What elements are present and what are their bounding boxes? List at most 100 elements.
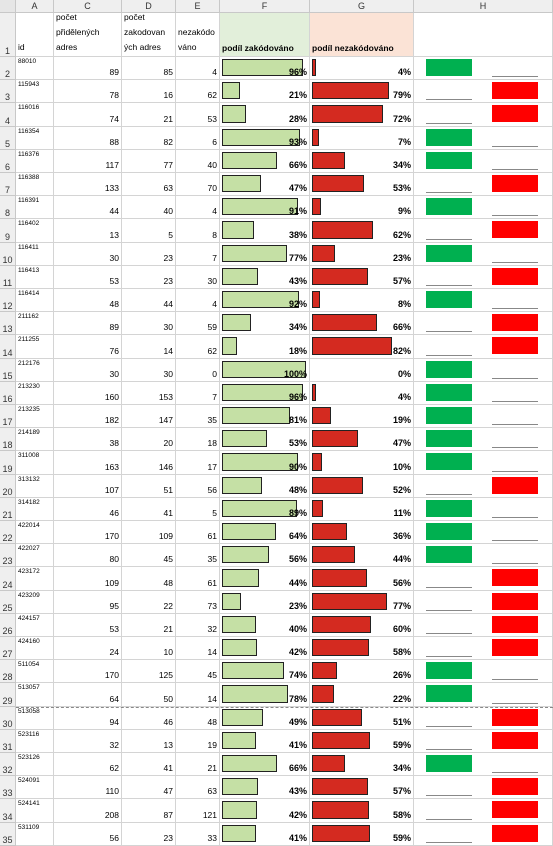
cell-g[interactable]: 52% bbox=[310, 474, 414, 498]
cell-d[interactable]: 51 bbox=[122, 474, 176, 498]
cell-c[interactable]: 88 bbox=[54, 126, 122, 150]
cell-h[interactable] bbox=[414, 544, 553, 568]
cell-c[interactable]: 208 bbox=[54, 799, 122, 823]
cell-e[interactable]: 62 bbox=[176, 80, 220, 104]
cell-h[interactable] bbox=[414, 637, 553, 661]
cell-c[interactable]: 163 bbox=[54, 451, 122, 475]
cell-e[interactable]: 61 bbox=[176, 521, 220, 545]
cell-f[interactable]: 56% bbox=[220, 544, 310, 568]
cell-f[interactable]: 41% bbox=[220, 729, 310, 753]
cell-a[interactable]: 511054 bbox=[16, 660, 54, 684]
cell-c[interactable]: 89 bbox=[54, 312, 122, 336]
cell-h[interactable] bbox=[414, 335, 553, 359]
cell-d[interactable]: 40 bbox=[122, 196, 176, 220]
cell-f[interactable]: 100% bbox=[220, 358, 310, 382]
cell-a[interactable]: 116414 bbox=[16, 289, 54, 313]
cell-e[interactable]: 63 bbox=[176, 776, 220, 800]
column-header-a[interactable]: A bbox=[16, 0, 54, 13]
cell-h[interactable] bbox=[414, 451, 553, 475]
header-cell-d[interactable]: počet zakodovan ých adres bbox=[122, 13, 176, 57]
row-header[interactable]: 28 bbox=[0, 660, 16, 684]
cell-e[interactable]: 14 bbox=[176, 683, 220, 707]
cell-h[interactable] bbox=[414, 776, 553, 800]
cell-c[interactable]: 107 bbox=[54, 474, 122, 498]
cell-f[interactable]: 43% bbox=[220, 776, 310, 800]
row-header[interactable]: 35 bbox=[0, 822, 16, 846]
cell-c[interactable]: 95 bbox=[54, 590, 122, 614]
column-header-f[interactable]: F bbox=[220, 0, 310, 13]
cell-e[interactable]: 33 bbox=[176, 822, 220, 846]
cell-a[interactable]: 116388 bbox=[16, 173, 54, 197]
row-header[interactable]: 30 bbox=[0, 706, 16, 730]
cell-g[interactable]: 47% bbox=[310, 428, 414, 452]
cell-d[interactable]: 47 bbox=[122, 776, 176, 800]
cell-h[interactable] bbox=[414, 753, 553, 777]
cell-d[interactable]: 21 bbox=[122, 613, 176, 637]
cell-f[interactable]: 40% bbox=[220, 613, 310, 637]
cell-e[interactable]: 59 bbox=[176, 312, 220, 336]
row-header[interactable]: 31 bbox=[0, 729, 16, 753]
cell-a[interactable]: 422027 bbox=[16, 544, 54, 568]
cell-d[interactable]: 48 bbox=[122, 567, 176, 591]
cell-e[interactable]: 62 bbox=[176, 335, 220, 359]
row-header[interactable]: 26 bbox=[0, 613, 16, 637]
cell-a[interactable]: 524091 bbox=[16, 776, 54, 800]
cell-d[interactable]: 5 bbox=[122, 219, 176, 243]
row-header[interactable]: 29 bbox=[0, 683, 16, 707]
cell-d[interactable]: 153 bbox=[122, 381, 176, 405]
cell-e[interactable]: 7 bbox=[176, 381, 220, 405]
header-cell-h[interactable] bbox=[414, 13, 553, 57]
cell-c[interactable]: 133 bbox=[54, 173, 122, 197]
cell-h[interactable] bbox=[414, 729, 553, 753]
cell-a[interactable]: 424157 bbox=[16, 613, 54, 637]
cell-f[interactable]: 47% bbox=[220, 173, 310, 197]
cell-h[interactable] bbox=[414, 706, 553, 730]
row-header[interactable]: 32 bbox=[0, 753, 16, 777]
cell-h[interactable] bbox=[414, 567, 553, 591]
cell-g[interactable]: 57% bbox=[310, 776, 414, 800]
row-header[interactable]: 27 bbox=[0, 637, 16, 661]
cell-c[interactable]: 110 bbox=[54, 776, 122, 800]
cell-c[interactable]: 170 bbox=[54, 521, 122, 545]
cell-h[interactable] bbox=[414, 497, 553, 521]
cell-g[interactable]: 79% bbox=[310, 80, 414, 104]
cell-h[interactable] bbox=[414, 126, 553, 150]
cell-c[interactable]: 62 bbox=[54, 753, 122, 777]
cell-e[interactable]: 19 bbox=[176, 729, 220, 753]
cell-h[interactable] bbox=[414, 219, 553, 243]
cell-a[interactable]: 116376 bbox=[16, 149, 54, 173]
cell-e[interactable]: 48 bbox=[176, 706, 220, 730]
cell-a[interactable]: 424160 bbox=[16, 637, 54, 661]
cell-d[interactable]: 50 bbox=[122, 683, 176, 707]
cell-f[interactable]: 48% bbox=[220, 474, 310, 498]
cell-c[interactable]: 32 bbox=[54, 729, 122, 753]
cell-d[interactable]: 109 bbox=[122, 521, 176, 545]
cell-g[interactable]: 22% bbox=[310, 683, 414, 707]
cell-h[interactable] bbox=[414, 149, 553, 173]
cell-c[interactable]: 13 bbox=[54, 219, 122, 243]
row-header[interactable]: 22 bbox=[0, 521, 16, 545]
cell-a[interactable]: 423209 bbox=[16, 590, 54, 614]
cell-e[interactable]: 14 bbox=[176, 637, 220, 661]
cell-f[interactable]: 28% bbox=[220, 103, 310, 127]
cell-c[interactable]: 38 bbox=[54, 428, 122, 452]
cell-f[interactable]: 21% bbox=[220, 80, 310, 104]
cell-h[interactable] bbox=[414, 590, 553, 614]
cell-f[interactable]: 66% bbox=[220, 753, 310, 777]
cell-a[interactable]: 531109 bbox=[16, 822, 54, 846]
cell-d[interactable]: 20 bbox=[122, 428, 176, 452]
cell-f[interactable]: 81% bbox=[220, 405, 310, 429]
cell-a[interactable]: 422014 bbox=[16, 521, 54, 545]
cell-g[interactable]: 59% bbox=[310, 729, 414, 753]
cell-c[interactable]: 182 bbox=[54, 405, 122, 429]
header-cell-c[interactable]: počet přidělených adres bbox=[54, 13, 122, 57]
cell-f[interactable]: 23% bbox=[220, 590, 310, 614]
cell-a[interactable]: 213235 bbox=[16, 405, 54, 429]
cell-g[interactable]: 62% bbox=[310, 219, 414, 243]
cell-f[interactable]: 89% bbox=[220, 497, 310, 521]
cell-f[interactable]: 43% bbox=[220, 265, 310, 289]
cell-f[interactable]: 44% bbox=[220, 567, 310, 591]
cell-d[interactable]: 87 bbox=[122, 799, 176, 823]
cell-e[interactable]: 35 bbox=[176, 544, 220, 568]
